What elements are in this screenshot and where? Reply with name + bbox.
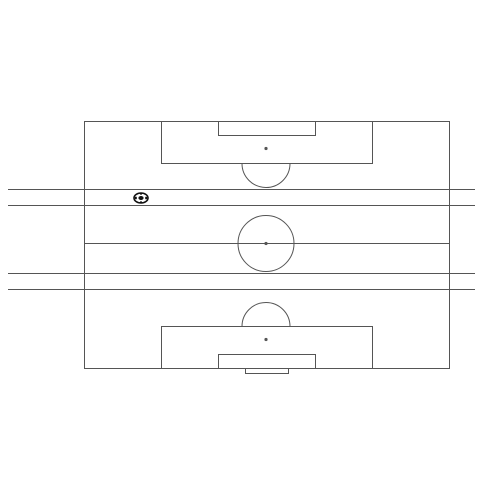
- center-spot: [264, 241, 268, 246]
- bottom-goal: [245, 368, 289, 374]
- top-penalty-arc: [241, 163, 291, 188]
- top-penalty-spot: [264, 146, 268, 151]
- bottom-goal-area: [218, 354, 316, 369]
- bottom-penalty-spot: [264, 337, 268, 342]
- top-penalty-area: [161, 121, 373, 164]
- bottom-penalty-area: [161, 326, 373, 369]
- center-circle: [237, 215, 295, 272]
- soccer-ball-icon[interactable]: [133, 192, 149, 204]
- bottom-penalty-arc: [241, 302, 291, 327]
- field-boundary: [84, 121, 450, 369]
- top-goal-area: [218, 121, 316, 136]
